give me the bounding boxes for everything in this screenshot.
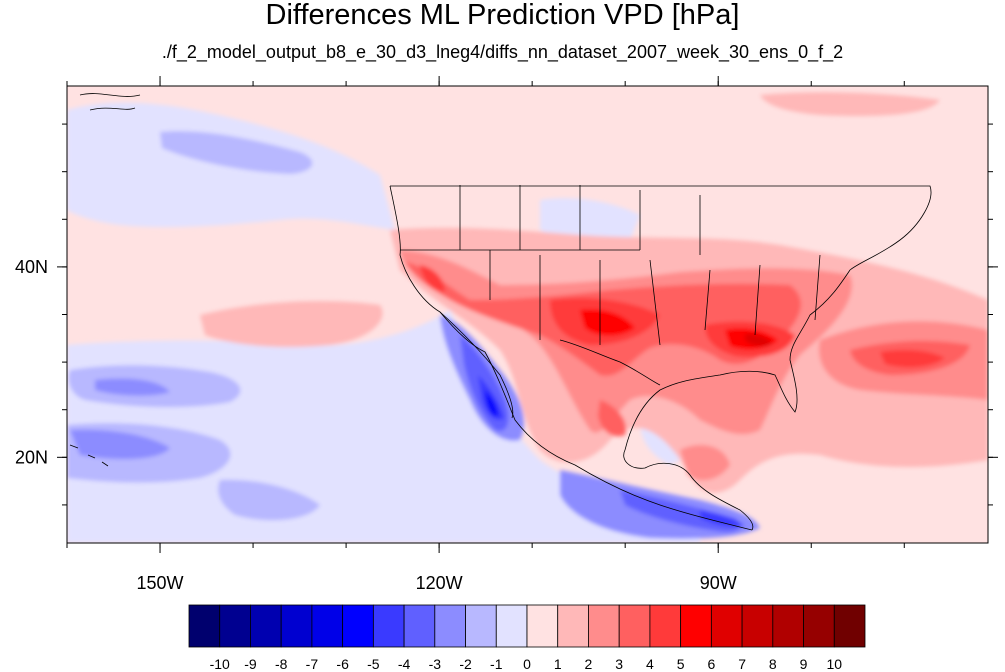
colorbar-swatch <box>188 604 221 648</box>
colorbar-swatch <box>495 604 528 648</box>
colorbar-label: 8 <box>769 656 777 672</box>
colorbar-label: 10 <box>826 656 842 672</box>
axis-ticks: 150W 120W 90W 40N 20N <box>15 76 998 593</box>
colorbar-swatch <box>618 604 651 648</box>
colorbar-label: -1 <box>490 656 503 672</box>
colorbar-swatch <box>680 604 712 648</box>
colorbar-label: -6 <box>336 656 349 672</box>
colorbar-label: -8 <box>275 656 288 672</box>
colorbar-swatch <box>526 604 559 648</box>
colorbar-swatch <box>280 604 313 648</box>
colorbar-swatch <box>219 604 251 648</box>
colorbar-swatch <box>465 604 497 648</box>
colorbar-swatch <box>403 604 436 648</box>
colorbar-label: -2 <box>459 656 472 672</box>
colorbar-label: 3 <box>615 656 623 672</box>
colorbar-swatch <box>434 604 466 648</box>
colorbar-label: 4 <box>646 656 654 672</box>
colorbar-swatch <box>803 604 835 648</box>
colorbar-label: 6 <box>707 656 715 672</box>
colorbar-label: 5 <box>677 656 685 672</box>
colorbar: -10 -9 -8 -7 -6 -5 -4 -3 -2 -1 0 1 2 3 4 5 6 7 8 9 10 <box>188 604 866 672</box>
difference-field <box>67 86 988 543</box>
chart-title: Differences ML Prediction VPD [hPa] <box>265 0 740 31</box>
colorbar-label: 9 <box>800 656 808 672</box>
lon-tick-label: 120W <box>416 573 463 593</box>
colorbar-swatch <box>710 604 743 648</box>
colorbar-label: -3 <box>429 656 442 672</box>
colorbar-swatch <box>557 604 589 648</box>
colorbar-swatch <box>649 604 682 648</box>
lon-tick-label: 90W <box>700 573 737 593</box>
colorbar-swatch <box>372 604 405 648</box>
colorbar-label: -7 <box>306 656 319 672</box>
colorbar-label: 2 <box>585 656 593 672</box>
coastlines-borders <box>69 93 932 531</box>
colorbar-swatch <box>311 604 344 648</box>
colorbar-swatch <box>588 604 620 648</box>
chart-subtitle: ./f_2_model_output_b8_e_30_d3_lneg4/diff… <box>161 42 844 62</box>
colorbar-label: -4 <box>398 656 411 672</box>
colorbar-swatch <box>741 604 774 648</box>
colorbar-label: 1 <box>554 656 562 672</box>
colorbar-label: 0 <box>523 656 531 672</box>
colorbar-swatch <box>342 604 374 648</box>
colorbar-label: -5 <box>367 656 380 672</box>
colorbar-label: -9 <box>244 656 257 672</box>
colorbar-swatch <box>250 604 282 648</box>
colorbar-swatch <box>772 604 804 648</box>
lon-tick-label: 150W <box>137 573 184 593</box>
lat-tick-label: 20N <box>15 447 48 467</box>
lat-tick-label: 40N <box>15 257 48 277</box>
colorbar-label: 7 <box>738 656 746 672</box>
colorbar-label: -10 <box>210 656 230 672</box>
colorbar-swatch <box>833 604 866 648</box>
